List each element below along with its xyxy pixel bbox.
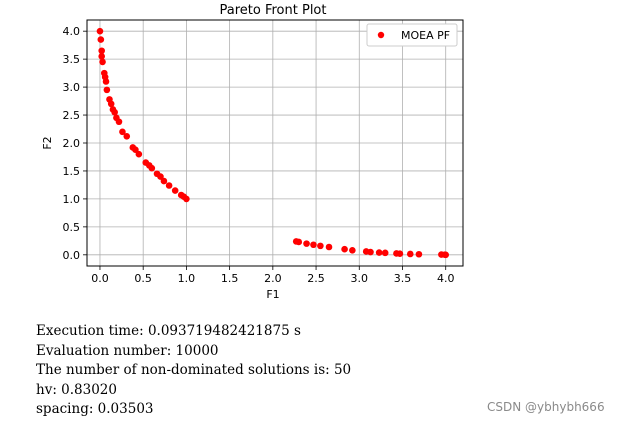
data-point [102, 78, 110, 85]
data-point [107, 100, 115, 108]
y-tick-label: 3.0 [63, 81, 81, 94]
x-tick-label: 1.5 [221, 272, 239, 285]
x-tick-label: 4.0 [437, 272, 455, 285]
data-point [98, 53, 105, 60]
y-axis-label: F2 [41, 136, 54, 149]
x-tick-label: 1.0 [178, 272, 196, 285]
grid-lines [87, 20, 463, 266]
y-tick-label: 2.5 [63, 109, 81, 122]
console-output: Execution time: 0.093719482421875 s Evalu… [36, 322, 351, 420]
data-point [317, 242, 324, 250]
output-line: Execution time: 0.093719482421875 s [36, 323, 301, 339]
output-line: spacing: 0.03503 [36, 401, 154, 418]
data-point [310, 241, 317, 249]
data-point [325, 243, 333, 251]
data-point [341, 245, 348, 253]
data-point [381, 249, 389, 257]
x-axis-ticks: 0.0 0.5 1.0 1.5 2.0 2.5 3.0 3.5 4.0 [91, 266, 454, 285]
data-point [96, 27, 104, 35]
legend: MOEA PF [366, 23, 458, 47]
y-tick-label: 3.5 [63, 53, 81, 66]
data-point [295, 238, 303, 246]
watermark: CSDN @ybhybh666 [487, 400, 605, 414]
data-point [115, 118, 123, 126]
data-point [396, 250, 404, 257]
legend-marker [377, 31, 385, 39]
data-point [98, 47, 105, 55]
legend-frame [366, 23, 458, 47]
data-point [157, 173, 164, 180]
data-point [135, 150, 143, 158]
data-point [111, 108, 118, 116]
y-tick-label: 1.0 [63, 193, 81, 206]
y-tick-label: 0.0 [63, 249, 81, 262]
chart-title: Pareto Front Plot [220, 3, 327, 18]
x-tick-label: 0.5 [134, 272, 152, 285]
data-point [406, 250, 414, 258]
output-line: hv: 0.83020 [36, 381, 117, 398]
data-point [148, 164, 156, 172]
x-tick-label: 0.0 [91, 272, 109, 285]
data-point [160, 177, 168, 185]
data-point [375, 249, 383, 256]
data-point [183, 195, 190, 203]
data-points [96, 27, 450, 259]
y-axis-ticks: 0.0 0.5 1.0 1.5 2.0 2.5 3.0 3.5 4.0 [63, 25, 87, 262]
data-point [99, 58, 106, 66]
data-point [132, 146, 139, 154]
data-point [415, 250, 423, 258]
y-tick-label: 2.0 [63, 137, 81, 150]
data-point [303, 240, 310, 247]
legend-label: MOEA PF [401, 29, 450, 42]
data-point [97, 36, 105, 43]
data-point [165, 182, 173, 189]
data-point [123, 132, 131, 140]
data-point [349, 247, 356, 254]
y-tick-label: 1.5 [63, 165, 81, 178]
x-axis-label: F1 [266, 288, 279, 301]
pareto-front-chart: Pareto Front Plot 0.0 0.5 1.0 1.5 2.0 2.5 3.0 3… [41, 3, 464, 301]
data-point [367, 248, 374, 256]
data-point [103, 86, 111, 94]
data-point [119, 128, 126, 136]
x-tick-label: 2.0 [264, 272, 282, 285]
y-tick-label: 4.0 [63, 25, 81, 38]
x-tick-label: 3.0 [351, 272, 369, 285]
data-point [442, 251, 450, 259]
output-line: The number of non-dominated solutions is… [36, 362, 352, 379]
y-tick-label: 0.5 [63, 221, 81, 234]
data-point [171, 187, 179, 194]
output-line: Evaluation number: 10000 [36, 342, 219, 359]
x-tick-label: 3.5 [394, 272, 412, 285]
x-tick-label: 2.5 [307, 272, 325, 285]
